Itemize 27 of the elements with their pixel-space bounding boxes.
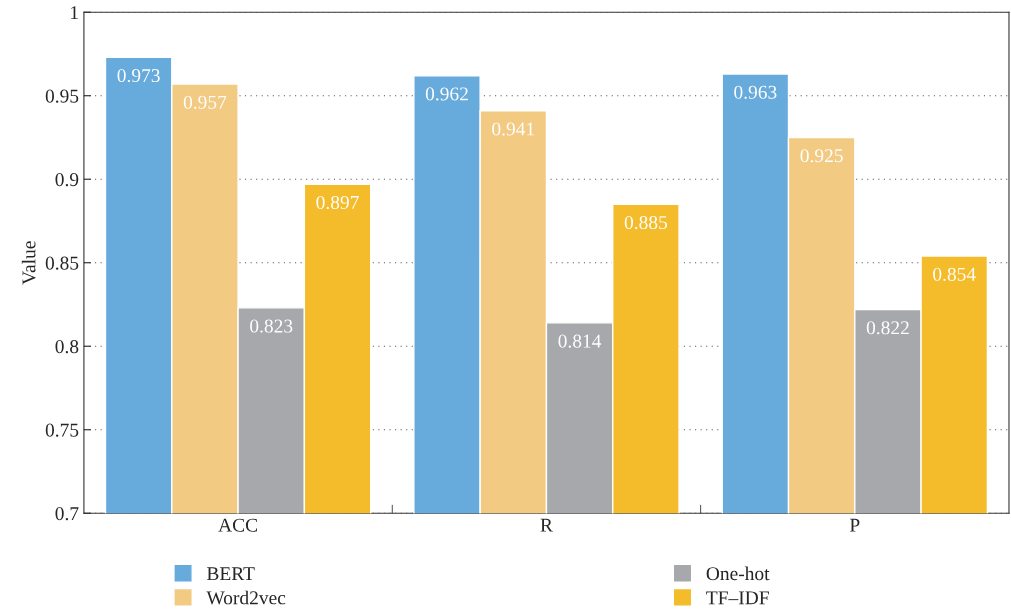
legend-label: One-hot bbox=[706, 566, 770, 581]
data-label: 0.963 bbox=[734, 85, 777, 99]
data-label: 0.925 bbox=[800, 149, 843, 163]
data-label: 0.822 bbox=[866, 321, 909, 335]
data-label: 0.973 bbox=[117, 68, 160, 83]
x-tick-label: P bbox=[849, 518, 860, 532]
y-tick-label: 0.85 bbox=[45, 256, 79, 270]
y-tick-label: 0.95 bbox=[45, 89, 79, 103]
y-tick-label: 0.7 bbox=[55, 507, 79, 521]
y-tick-label: 0.75 bbox=[45, 423, 79, 437]
data-label: 0.941 bbox=[492, 122, 535, 136]
data-label: 0.814 bbox=[558, 334, 602, 348]
data-label: 0.897 bbox=[316, 195, 359, 210]
data-label: 0.885 bbox=[624, 215, 668, 230]
legend-label: Word2vec bbox=[206, 590, 286, 605]
y-tick-label: 1 bbox=[71, 6, 78, 19]
data-label: 0.854 bbox=[933, 267, 976, 281]
data-label: 0.823 bbox=[250, 319, 293, 333]
legend-label: BERT bbox=[206, 567, 255, 581]
x-tick-label: ACC bbox=[218, 518, 258, 532]
x-tick-label: R bbox=[540, 518, 553, 532]
legend-label: TF–IDF bbox=[706, 591, 769, 605]
y-tick-label: 0.9 bbox=[55, 173, 79, 187]
y-axis-title: Value bbox=[21, 241, 36, 285]
y-tick-label: 0.8 bbox=[55, 340, 79, 354]
data-label: 0.957 bbox=[183, 95, 227, 109]
data-label: 0.962 bbox=[425, 87, 468, 101]
